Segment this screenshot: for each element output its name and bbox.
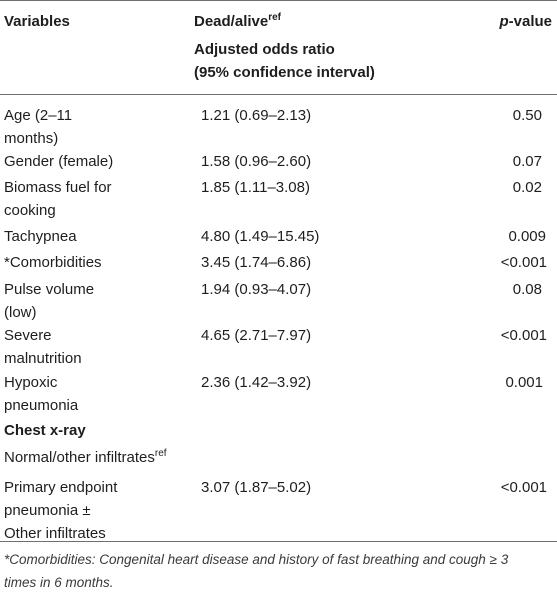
row-variable: *Comorbidities	[4, 254, 102, 271]
row-variable: Pulse volume (low)	[4, 281, 95, 321]
row-p-value: 0.02	[512, 179, 542, 196]
header-dead-alive: Dead/aliveref	[194, 12, 282, 31]
row-variable: Primary endpoint pneumonia ± Other infiltr…	[4, 479, 118, 542]
row-odds-ratio: 4.80 (1.49–15.45)	[201, 228, 320, 245]
header-rule	[0, 94, 557, 95]
row-p-value: 0.001	[505, 374, 543, 391]
row-odds-ratio: 1.94 (0.93–4.07)	[201, 281, 312, 298]
row-odds-ratio: 2.36 (1.42–3.92)	[201, 374, 312, 391]
row-p-value: 0.08	[512, 281, 542, 298]
row-p-value: 0.50	[512, 107, 542, 124]
row-p-value: 0.07	[512, 153, 542, 170]
row-odds-ratio: 1.21 (0.69–2.13)	[201, 107, 312, 124]
row-p-value: <0.001	[500, 479, 547, 496]
row-variable: Hypoxic pneumonia	[4, 374, 79, 414]
row-variable: Biomass fuel for cooking	[4, 179, 112, 219]
header-aor-line1: Adjusted odds ratio	[194, 41, 335, 58]
row-odds-ratio: 1.58 (0.96–2.60)	[201, 153, 312, 170]
row-variable: Tachypnea	[4, 228, 77, 245]
reference-row-label: Normal/other infiltratesref	[4, 448, 167, 467]
row-p-value: 0.009	[508, 228, 546, 245]
section-heading: Chest x-ray	[4, 422, 86, 439]
row-odds-ratio: 3.45 (1.74–6.86)	[201, 254, 312, 271]
top-rule	[0, 0, 557, 1]
row-p-value: <0.001	[500, 254, 547, 271]
ref-superscript: ref	[268, 12, 282, 23]
header-variables: Variables	[4, 13, 70, 30]
header-aor-line2: (95% confidence interval)	[194, 64, 375, 81]
row-variable: Severe malnutrition	[4, 327, 82, 367]
row-odds-ratio: 1.85 (1.11–3.08)	[201, 179, 310, 196]
ref-superscript: ref	[154, 448, 167, 459]
header-p-value: p-value	[499, 13, 552, 30]
bottom-rule	[0, 541, 557, 542]
row-odds-ratio: 4.65 (2.71–7.97)	[201, 327, 312, 344]
row-p-value: <0.001	[500, 327, 547, 344]
row-odds-ratio: 3.07 (1.87–5.02)	[201, 479, 312, 496]
row-variable: Age (2–11 months)	[4, 107, 73, 147]
footnote: *Comorbidities: Congenital heart disease…	[4, 552, 509, 590]
row-variable: Gender (female)	[4, 153, 114, 170]
